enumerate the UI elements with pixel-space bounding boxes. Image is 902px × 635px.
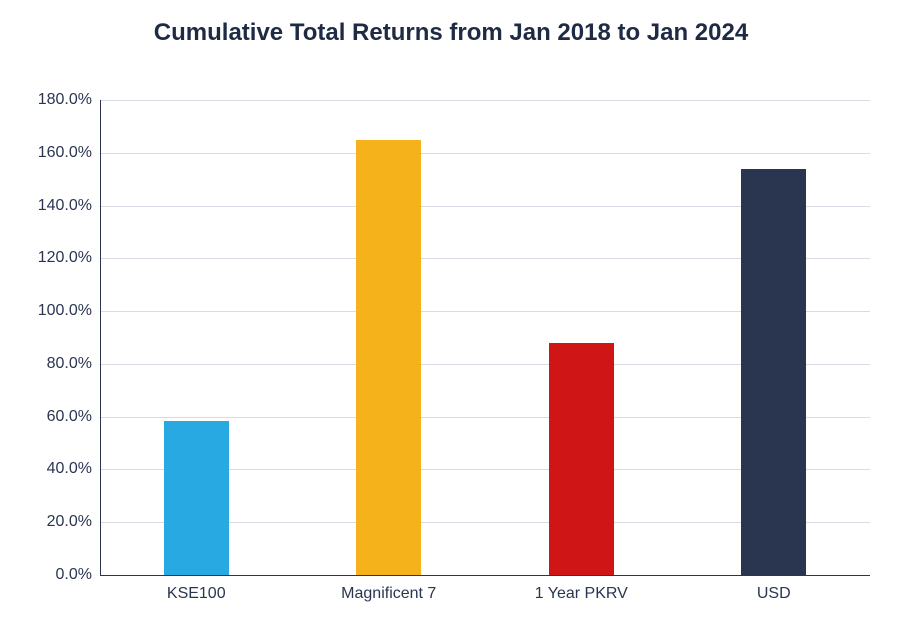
y-tick-label: 80.0% bbox=[47, 355, 100, 373]
y-tick-label: 20.0% bbox=[47, 513, 100, 531]
y-tick-label: 60.0% bbox=[47, 408, 100, 426]
plot-area: 0.0%20.0%40.0%60.0%80.0%100.0%120.0%140.… bbox=[100, 100, 870, 575]
y-tick-label: 0.0% bbox=[56, 566, 100, 584]
grid-line bbox=[100, 100, 870, 101]
y-tick-label: 40.0% bbox=[47, 460, 100, 478]
y-tick-label: 160.0% bbox=[38, 144, 100, 162]
bar bbox=[549, 343, 614, 575]
x-tick-label: 1 Year PKRV bbox=[535, 575, 628, 603]
y-tick-label: 120.0% bbox=[38, 249, 100, 267]
bar bbox=[741, 169, 806, 575]
bar bbox=[356, 140, 421, 575]
y-tick-label: 140.0% bbox=[38, 197, 100, 215]
x-tick-label: USD bbox=[757, 575, 791, 603]
bar-chart: Cumulative Total Returns from Jan 2018 t… bbox=[0, 0, 902, 635]
chart-title: Cumulative Total Returns from Jan 2018 t… bbox=[0, 18, 902, 48]
y-axis bbox=[100, 100, 101, 575]
grid-line bbox=[100, 153, 870, 154]
bar bbox=[164, 421, 229, 575]
x-tick-label: Magnificent 7 bbox=[341, 575, 436, 603]
x-tick-label: KSE100 bbox=[167, 575, 226, 603]
y-tick-label: 100.0% bbox=[38, 302, 100, 320]
y-tick-label: 180.0% bbox=[38, 91, 100, 109]
